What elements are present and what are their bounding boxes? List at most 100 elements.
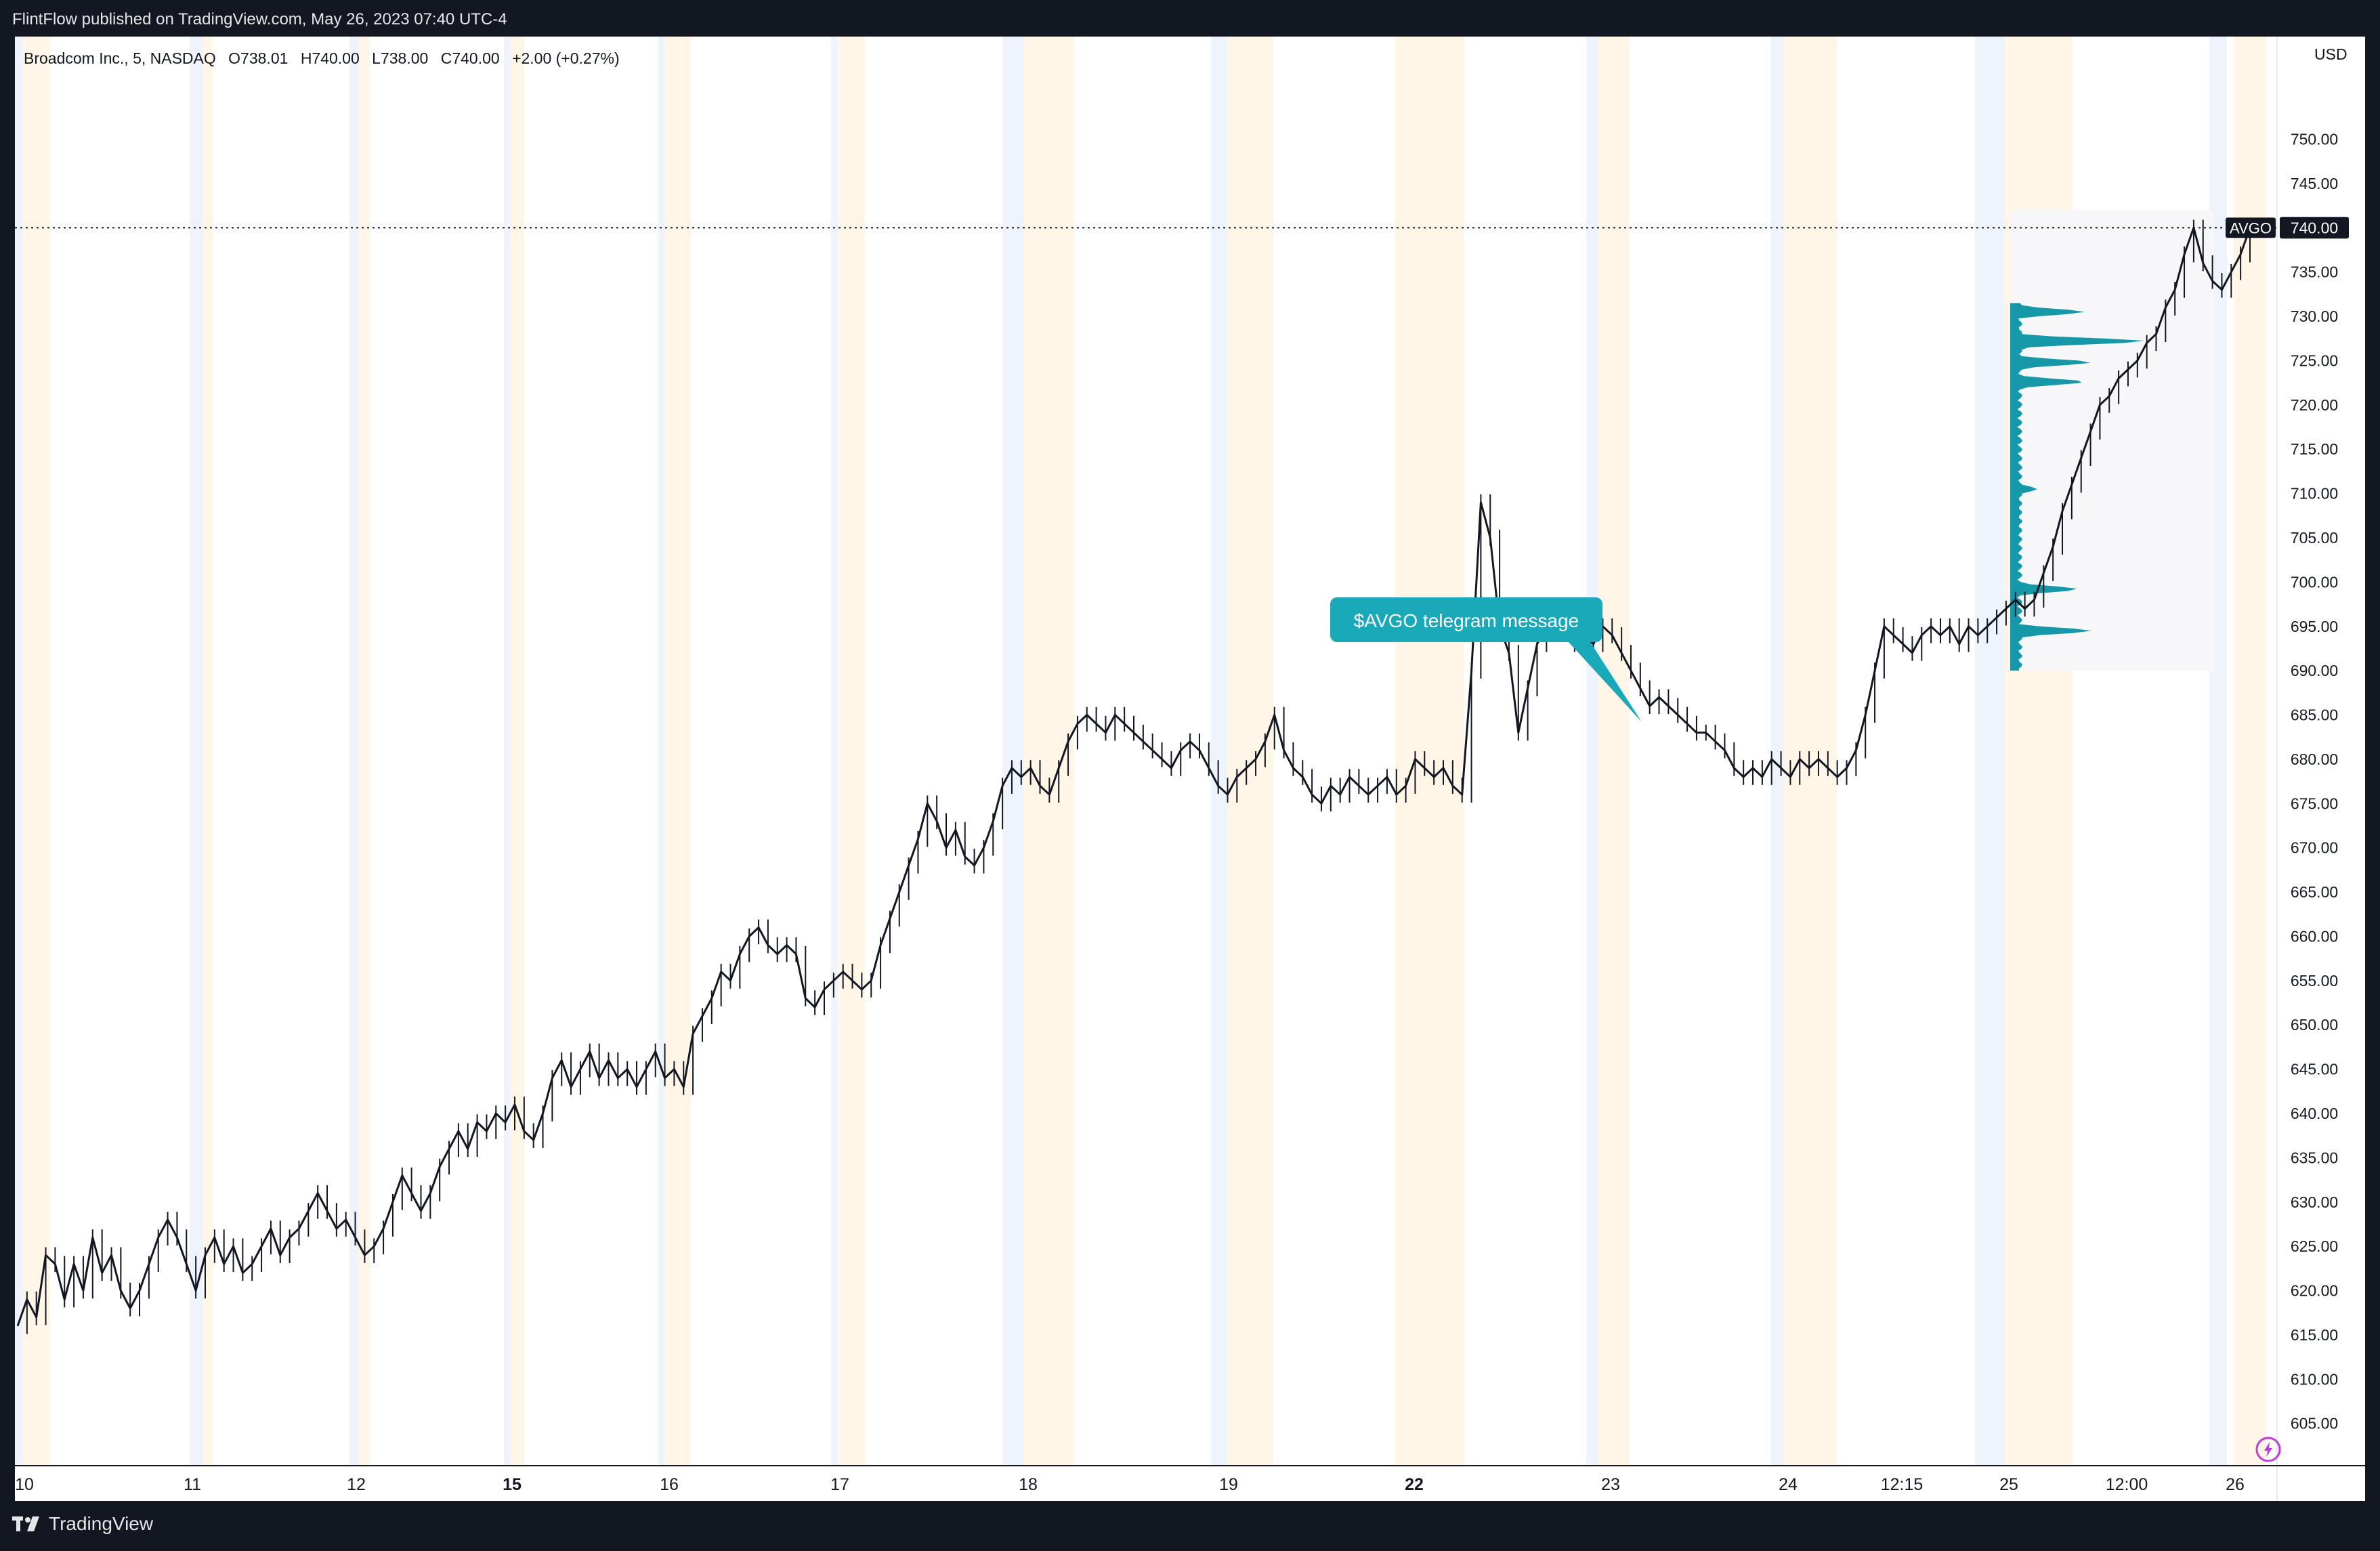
price-tick-label: 675.00 <box>2291 794 2338 812</box>
price-tick-label: 705.00 <box>2291 529 2338 547</box>
price-tick-label: 605.00 <box>2291 1415 2338 1432</box>
time-tick-label: 24 <box>1779 1475 1798 1494</box>
time-tick-label: 15 <box>503 1475 522 1494</box>
legend-close: C740.00 <box>441 49 500 67</box>
session-band <box>2234 37 2266 1466</box>
legend-open: O738.01 <box>228 49 288 67</box>
price-tick-label: 725.00 <box>2291 352 2338 370</box>
session-band <box>1413 37 1464 1466</box>
price-tick-label: 640.00 <box>2291 1105 2338 1122</box>
price-tick-label: 665.00 <box>2291 883 2338 901</box>
symbol-legend[interactable]: Broadcom Inc., 5, NASDAQ O738.01 H740.00… <box>24 49 620 67</box>
time-tick-label: 10 <box>15 1475 34 1494</box>
session-band <box>203 37 213 1466</box>
volume-profile-bars <box>2010 303 2144 671</box>
legend-symbol: Broadcom Inc., 5, NASDAQ <box>24 49 216 67</box>
price-tick-label: 645.00 <box>2291 1061 2338 1078</box>
session-band <box>359 37 370 1466</box>
callout-pointer <box>1569 642 1642 722</box>
publisher-header: FlintFlow published on TradingView.com, … <box>0 0 2380 37</box>
last-price-tag-text: 740.00 <box>2291 219 2338 236</box>
ticker-tag <box>2226 217 2276 238</box>
currency-label: USD <box>2314 45 2347 63</box>
price-tick-label: 700.00 <box>2291 573 2338 591</box>
session-band <box>1024 37 1074 1466</box>
session-band <box>838 37 865 1466</box>
time-tick-label: 12 <box>347 1475 366 1494</box>
price-tick-label: 670.00 <box>2291 839 2338 857</box>
session-bands <box>15 37 2266 1466</box>
ticker-tag-text: AVGO <box>2230 219 2272 236</box>
price-tick-label: 635.00 <box>2291 1149 2338 1166</box>
session-band <box>504 37 511 1466</box>
price-tick-label: 710.00 <box>2291 485 2338 503</box>
session-band <box>15 37 23 1466</box>
price-axis[interactable]: USD 605.00 610.00 615.00 620.00 625.00 630.00… <box>2276 37 2347 1501</box>
chart-svg[interactable]: $AVGO telegram message Broadcom Inc., 5,… <box>15 37 2365 1501</box>
session-band <box>831 37 838 1466</box>
session-band <box>1770 37 1784 1466</box>
chart-panel[interactable]: $AVGO telegram message Broadcom Inc., 5,… <box>15 37 2365 1501</box>
last-price-tag <box>2280 217 2349 239</box>
legend-high: H740.00 <box>301 49 360 67</box>
session-band <box>511 37 524 1466</box>
price-series <box>16 219 2251 1334</box>
time-axis[interactable]: 10 11 12 15 16 17 18 19 22 23 24 12:15 25 12:00 26 <box>15 1465 2365 1494</box>
session-band <box>1586 37 1598 1466</box>
price-tick-label: 650.00 <box>2291 1016 2338 1034</box>
time-tick-label: 23 <box>1601 1475 1620 1494</box>
time-ticks: 10 11 12 15 16 17 18 19 22 23 24 12:15 25 12:00 26 <box>15 1475 2245 1494</box>
session-band <box>349 37 359 1466</box>
telegram-callout[interactable]: $AVGO telegram message <box>1330 597 1642 722</box>
session-band <box>1975 37 2005 1466</box>
price-ticks: 605.00 610.00 615.00 620.00 625.00 630.00 635.… <box>2291 131 2338 1432</box>
last-price-tags: AVGO 740.00 <box>2226 217 2349 239</box>
time-tick-label: 25 <box>1999 1475 2018 1494</box>
session-band <box>1227 37 1273 1466</box>
price-tick-label: 735.00 <box>2291 263 2338 281</box>
session-band <box>1211 37 1227 1466</box>
lightning-bolt-icon[interactable] <box>2255 1437 2281 1462</box>
price-tick-label: 655.00 <box>2291 972 2338 990</box>
session-band <box>1395 37 1413 1466</box>
session-band <box>1784 37 1837 1466</box>
price-tick-label: 680.00 <box>2291 750 2338 768</box>
session-band <box>665 37 691 1466</box>
price-tick-label: 630.00 <box>2291 1193 2338 1211</box>
time-tick-label: 12:15 <box>1881 1475 1924 1494</box>
price-tick-label: 610.00 <box>2291 1370 2338 1388</box>
session-band <box>1598 37 1630 1466</box>
price-tick-label: 660.00 <box>2291 928 2338 946</box>
volume-profile <box>2010 210 2213 671</box>
price-tick-label: 695.00 <box>2291 618 2338 635</box>
time-tick-label: 26 <box>2226 1475 2245 1494</box>
callout-box[interactable] <box>1330 597 1602 642</box>
session-band <box>190 37 203 1466</box>
time-tick-label: 12:00 <box>2106 1475 2148 1494</box>
time-tick-label: 16 <box>660 1475 679 1494</box>
price-tick-label: 685.00 <box>2291 706 2338 724</box>
tradingview-logo-icon <box>12 1516 39 1531</box>
brand-name: TradingView <box>49 1513 154 1534</box>
tradingview-branding[interactable]: TradingView <box>12 1513 153 1535</box>
price-tick-label: 745.00 <box>2291 175 2338 192</box>
svg-text:Broadcom Inc., 5, NASDAQ: Broadcom Inc., 5, NASDAQ O738.01 H740.00… <box>24 49 620 67</box>
callout-text: $AVGO telegram message <box>1354 610 1579 631</box>
legend-low: L738.00 <box>372 49 428 67</box>
session-band <box>658 37 665 1466</box>
price-tick-label: 620.00 <box>2291 1282 2338 1300</box>
time-tick-label: 22 <box>1405 1475 1424 1494</box>
price-tick-label: 715.00 <box>2291 440 2338 458</box>
price-tick-label: 720.00 <box>2291 396 2338 414</box>
price-tick-label: 615.00 <box>2291 1326 2338 1344</box>
price-tick-label: 750.00 <box>2291 131 2338 148</box>
volume-profile-range <box>2010 210 2213 671</box>
time-tick-label: 19 <box>1219 1475 1238 1494</box>
price-tick-label: 625.00 <box>2291 1237 2338 1255</box>
published-text: FlintFlow published on TradingView.com, … <box>12 10 507 28</box>
price-tick-label: 730.00 <box>2291 307 2338 325</box>
time-tick-label: 17 <box>830 1475 849 1494</box>
footer-bar: TradingView <box>0 1501 2380 1551</box>
legend-change: +2.00 (+0.27%) <box>512 49 620 67</box>
time-tick-label: 11 <box>184 1475 201 1494</box>
